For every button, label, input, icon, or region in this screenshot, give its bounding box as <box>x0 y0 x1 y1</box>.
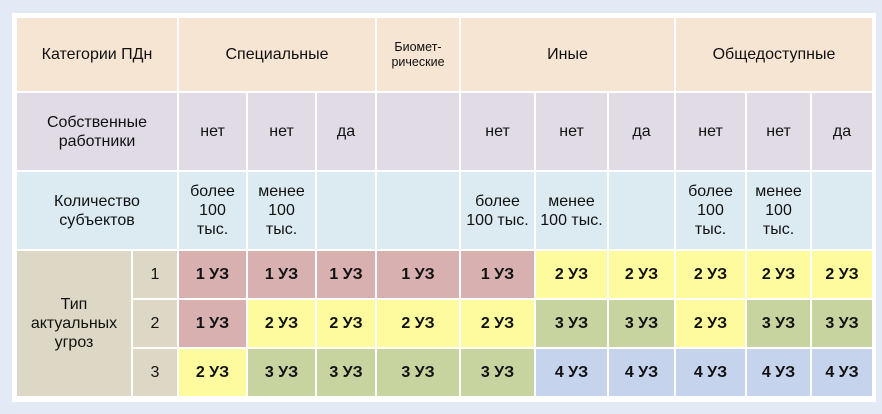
own-employees-cell: нет <box>676 93 745 170</box>
subjects-count-cell <box>609 172 674 249</box>
security-level-cell: 2 УЗ <box>317 300 375 347</box>
security-level-cell: 2 УЗ <box>609 251 674 298</box>
security-level-cell: 2 УЗ <box>812 251 872 298</box>
header-categories-label: Категории ПДн <box>17 18 177 91</box>
subjects-count-cell: более 100 тыс. <box>179 172 246 249</box>
security-level-cell: 4 УЗ <box>676 349 745 396</box>
security-level-cell: 2 УЗ <box>676 251 745 298</box>
security-level-cell: 3 УЗ <box>609 300 674 347</box>
security-level-cell: 2 УЗ <box>461 300 534 347</box>
own-employees-cell <box>377 93 459 170</box>
own-employees-cell: нет <box>461 93 534 170</box>
threat-type-number: 3 <box>133 349 177 396</box>
header-special: Специальные <box>179 18 375 91</box>
own-employees-cell: нет <box>179 93 246 170</box>
security-level-cell: 3 УЗ <box>461 349 534 396</box>
security-level-cell: 3 УЗ <box>248 349 315 396</box>
security-level-cell: 3 УЗ <box>536 300 607 347</box>
subjects-count-cell <box>317 172 375 249</box>
security-level-cell: 4 УЗ <box>812 349 872 396</box>
own-employees-cell: нет <box>248 93 315 170</box>
subjects-count-cell <box>812 172 872 249</box>
header-biometric: Биомет- рические <box>377 18 459 91</box>
own-employees-cell: нет <box>747 93 810 170</box>
own-employees-label: Собственные работники <box>17 93 177 170</box>
threat-type-label: Тип актуальных угроз <box>17 251 131 396</box>
security-level-cell: 3 УЗ <box>377 349 459 396</box>
subjects-count-cell: более 100 тыс. <box>676 172 745 249</box>
security-level-cell: 2 УЗ <box>179 349 246 396</box>
header-other: Иные <box>461 18 674 91</box>
own-employees-cell: нет <box>536 93 607 170</box>
subjects-count-cell <box>377 172 459 249</box>
security-level-cell: 2 УЗ <box>248 300 315 347</box>
security-level-cell: 1 УЗ <box>317 251 375 298</box>
security-level-cell: 3 УЗ <box>317 349 375 396</box>
own-employees-cell: да <box>609 93 674 170</box>
subjects-count-cell: менее 100 тыс. <box>248 172 315 249</box>
threat-type-number: 1 <box>133 251 177 298</box>
security-level-cell: 2 УЗ <box>536 251 607 298</box>
security-level-cell: 2 УЗ <box>747 251 810 298</box>
security-level-cell: 1 УЗ <box>179 300 246 347</box>
subjects-count-label: Количество субъектов <box>17 172 177 249</box>
header-public: Общедоступные <box>676 18 872 91</box>
security-level-cell: 2 УЗ <box>676 300 745 347</box>
own-employees-cell: да <box>812 93 872 170</box>
subjects-count-cell: менее 100 тыс. <box>747 172 810 249</box>
security-level-cell: 1 УЗ <box>179 251 246 298</box>
security-level-table: Категории ПДн Специальные Биомет- рическ… <box>17 18 872 396</box>
security-level-cell: 1 УЗ <box>377 251 459 298</box>
subjects-count-cell: менее 100 тыс. <box>536 172 607 249</box>
threat-type-number: 2 <box>133 300 177 347</box>
security-level-cell: 4 УЗ <box>609 349 674 396</box>
own-employees-cell: да <box>317 93 375 170</box>
security-level-cell: 1 УЗ <box>461 251 534 298</box>
subjects-count-cell: более 100 тыс. <box>461 172 534 249</box>
security-level-cell: 4 УЗ <box>536 349 607 396</box>
security-level-cell: 3 УЗ <box>747 300 810 347</box>
security-level-cell: 3 УЗ <box>812 300 872 347</box>
security-level-cell: 1 УЗ <box>248 251 315 298</box>
security-level-cell: 4 УЗ <box>747 349 810 396</box>
security-level-cell: 2 УЗ <box>377 300 459 347</box>
